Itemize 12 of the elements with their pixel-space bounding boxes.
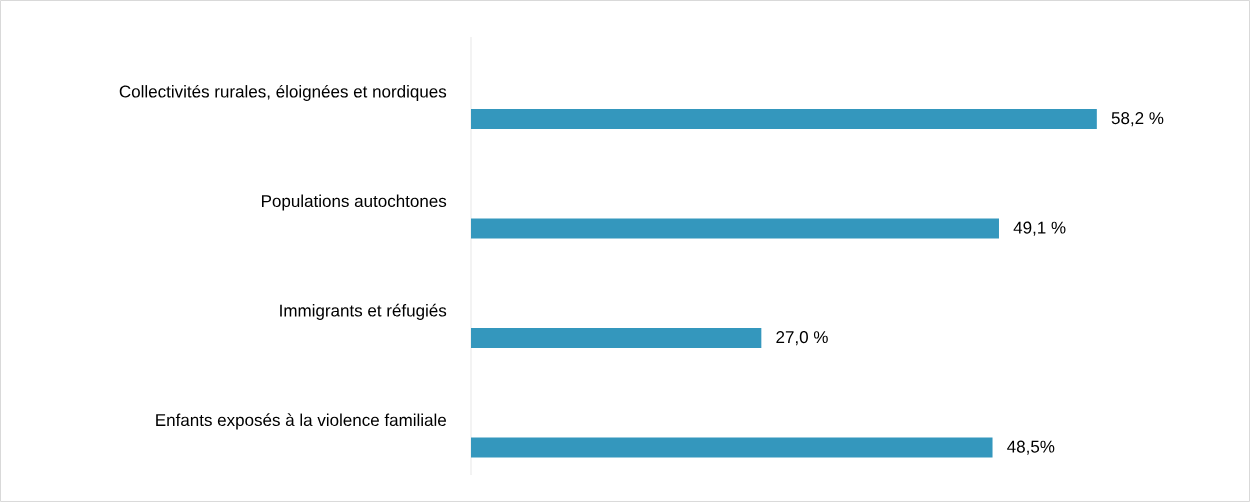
data-label: 49,1 % <box>1013 221 1066 236</box>
data-label: 48,5% <box>1007 440 1055 455</box>
data-label: 27,0 % <box>776 331 828 346</box>
bar <box>471 218 999 239</box>
y-tick-label: Immigrants et réfugiés <box>280 303 447 320</box>
bar <box>471 328 762 349</box>
y-tick-label: Collectivités rurales, éloignées et nordiques <box>119 84 447 101</box>
y-tick-label: Enfants exposés à la violence familiale <box>156 413 446 430</box>
y-tick-label: Populations autochtones <box>262 194 447 211</box>
bar <box>471 437 993 458</box>
bar <box>471 109 1097 130</box>
data-label: 58,2 % <box>1111 112 1164 127</box>
